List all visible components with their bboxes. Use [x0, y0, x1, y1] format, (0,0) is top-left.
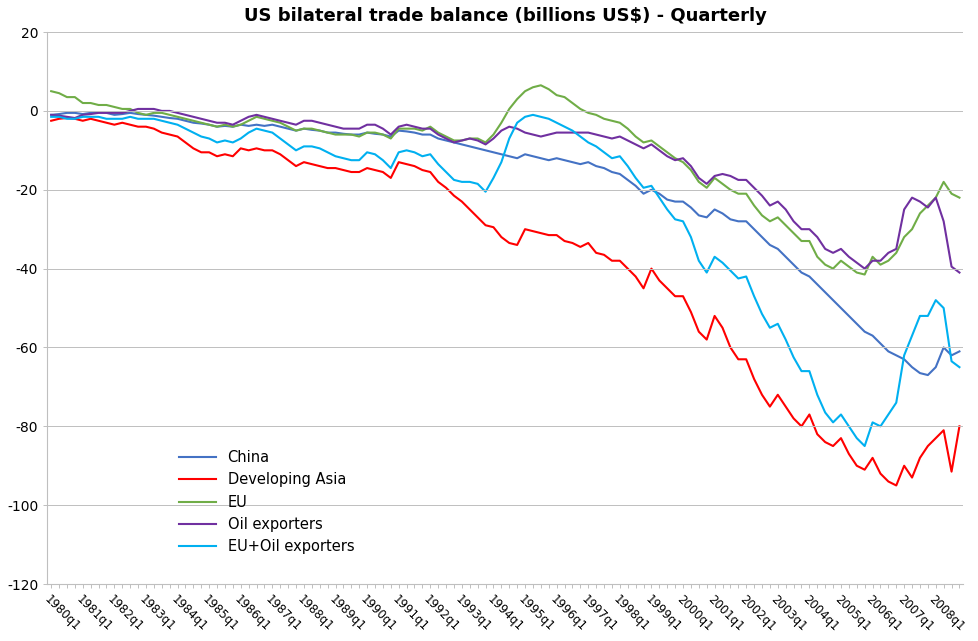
Developing Asia	[889, 481, 901, 489]
China	[889, 351, 901, 359]
Legend: China, Developing Asia, EU, Oil exporters, EU+Oil exporters: China, Developing Asia, EU, Oil exporter…	[173, 444, 360, 560]
EU	[858, 271, 869, 278]
EU	[953, 194, 964, 201]
Line: China: China	[51, 112, 958, 375]
EU+Oil exporters	[898, 351, 910, 359]
Title: US bilateral trade balance (billions US$) - Quarterly: US bilateral trade balance (billions US$…	[244, 7, 766, 25]
EU	[353, 133, 365, 140]
Line: EU: EU	[51, 85, 958, 274]
Oil exporters	[661, 153, 673, 160]
Oil exporters	[605, 135, 617, 142]
China	[45, 111, 57, 119]
EU+Oil exporters	[661, 206, 673, 213]
EU+Oil exporters	[353, 156, 365, 164]
EU	[787, 229, 799, 237]
EU+Oil exporters	[526, 111, 538, 119]
Developing Asia	[605, 257, 617, 265]
Developing Asia	[953, 422, 964, 430]
Line: Oil exporters: Oil exporters	[51, 109, 958, 272]
EU+Oil exporters	[605, 154, 617, 162]
EU+Oil exporters	[787, 353, 799, 361]
Line: EU+Oil exporters: EU+Oil exporters	[51, 115, 958, 446]
Oil exporters	[45, 111, 57, 119]
Oil exporters	[361, 121, 373, 129]
China	[787, 261, 799, 269]
Developing Asia	[61, 114, 72, 122]
China	[811, 281, 822, 288]
EU+Oil exporters	[953, 363, 964, 371]
Oil exporters	[787, 217, 799, 225]
China	[93, 108, 105, 116]
EU	[605, 117, 617, 124]
Line: Developing Asia: Developing Asia	[51, 118, 958, 485]
China	[661, 196, 673, 203]
EU	[811, 253, 822, 261]
Developing Asia	[361, 164, 373, 172]
Oil exporters	[132, 105, 144, 113]
China	[953, 347, 964, 355]
EU	[45, 87, 57, 95]
China	[921, 371, 933, 379]
EU	[534, 81, 546, 89]
EU+Oil exporters	[858, 442, 869, 450]
EU+Oil exporters	[45, 113, 57, 121]
Developing Asia	[898, 462, 910, 470]
EU+Oil exporters	[811, 391, 822, 399]
Oil exporters	[811, 233, 822, 241]
China	[361, 129, 373, 137]
EU	[898, 233, 910, 241]
Oil exporters	[953, 269, 964, 276]
Developing Asia	[787, 415, 799, 422]
EU	[661, 149, 673, 156]
China	[605, 168, 617, 176]
Developing Asia	[45, 117, 57, 124]
Developing Asia	[811, 430, 822, 438]
Developing Asia	[661, 285, 673, 292]
Oil exporters	[889, 245, 901, 253]
